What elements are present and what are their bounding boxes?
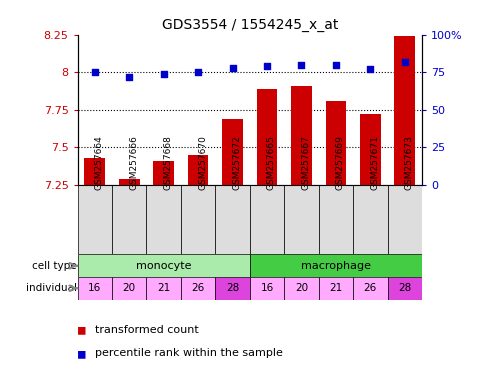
Text: 20: 20	[122, 283, 136, 293]
Text: GSM257669: GSM257669	[335, 136, 344, 190]
Bar	[215, 277, 249, 300]
Bar	[112, 277, 146, 300]
Point	[366, 66, 374, 72]
Bar	[84, 158, 105, 185]
Bar	[256, 89, 277, 185]
Point	[91, 69, 99, 75]
Bar	[222, 119, 242, 185]
Bar	[181, 185, 215, 255]
Bar	[77, 255, 249, 277]
Text: macrophage: macrophage	[300, 261, 370, 271]
Bar	[146, 185, 181, 255]
Text: GSM257665: GSM257665	[266, 136, 275, 190]
Bar	[249, 277, 284, 300]
Text: GSM257672: GSM257672	[232, 136, 241, 190]
Point	[228, 65, 236, 71]
Text: individual: individual	[26, 283, 77, 293]
Bar	[146, 277, 181, 300]
Bar	[387, 185, 421, 255]
Point	[160, 71, 167, 77]
Bar	[387, 277, 421, 300]
Bar	[77, 185, 112, 255]
Text: 28: 28	[397, 283, 410, 293]
Text: monocyte: monocyte	[136, 261, 191, 271]
Bar	[352, 185, 387, 255]
Point	[297, 61, 305, 68]
Bar	[153, 161, 174, 185]
Bar	[187, 155, 208, 185]
Point	[400, 58, 408, 65]
Text: 26: 26	[363, 283, 376, 293]
Bar	[290, 86, 311, 185]
Text: GSM257673: GSM257673	[404, 136, 413, 190]
Text: GSM257670: GSM257670	[197, 136, 207, 190]
Title: GDS3554 / 1554245_x_at: GDS3554 / 1554245_x_at	[161, 18, 337, 32]
Bar	[359, 114, 380, 185]
Bar	[284, 185, 318, 255]
Bar	[249, 255, 421, 277]
Text: 16: 16	[88, 283, 101, 293]
Text: percentile rank within the sample: percentile rank within the sample	[94, 348, 282, 358]
Bar	[325, 101, 346, 185]
Point	[331, 61, 339, 68]
Bar	[181, 277, 215, 300]
Text: cell type: cell type	[32, 261, 77, 271]
Bar	[318, 277, 352, 300]
Text: GSM257667: GSM257667	[301, 136, 310, 190]
Bar	[352, 277, 387, 300]
Text: ■: ■	[77, 324, 92, 337]
Text: 26: 26	[191, 283, 204, 293]
Bar	[119, 179, 139, 185]
Bar	[112, 185, 146, 255]
Text: GSM257668: GSM257668	[164, 136, 172, 190]
Text: 16: 16	[260, 283, 273, 293]
Bar	[249, 185, 284, 255]
Bar	[77, 277, 112, 300]
Text: 21: 21	[157, 283, 170, 293]
Bar	[393, 36, 414, 185]
Bar	[215, 185, 249, 255]
Text: ■: ■	[77, 347, 92, 360]
Text: GSM257671: GSM257671	[370, 136, 378, 190]
Text: GSM257666: GSM257666	[129, 136, 138, 190]
Text: 20: 20	[294, 283, 307, 293]
Point	[194, 69, 201, 75]
Text: transformed count: transformed count	[94, 325, 198, 335]
Text: GSM257664: GSM257664	[95, 136, 104, 190]
Text: 28: 28	[226, 283, 239, 293]
Bar	[284, 277, 318, 300]
Text: 21: 21	[329, 283, 342, 293]
Point	[125, 74, 133, 80]
Bar	[318, 185, 352, 255]
Point	[262, 63, 270, 69]
